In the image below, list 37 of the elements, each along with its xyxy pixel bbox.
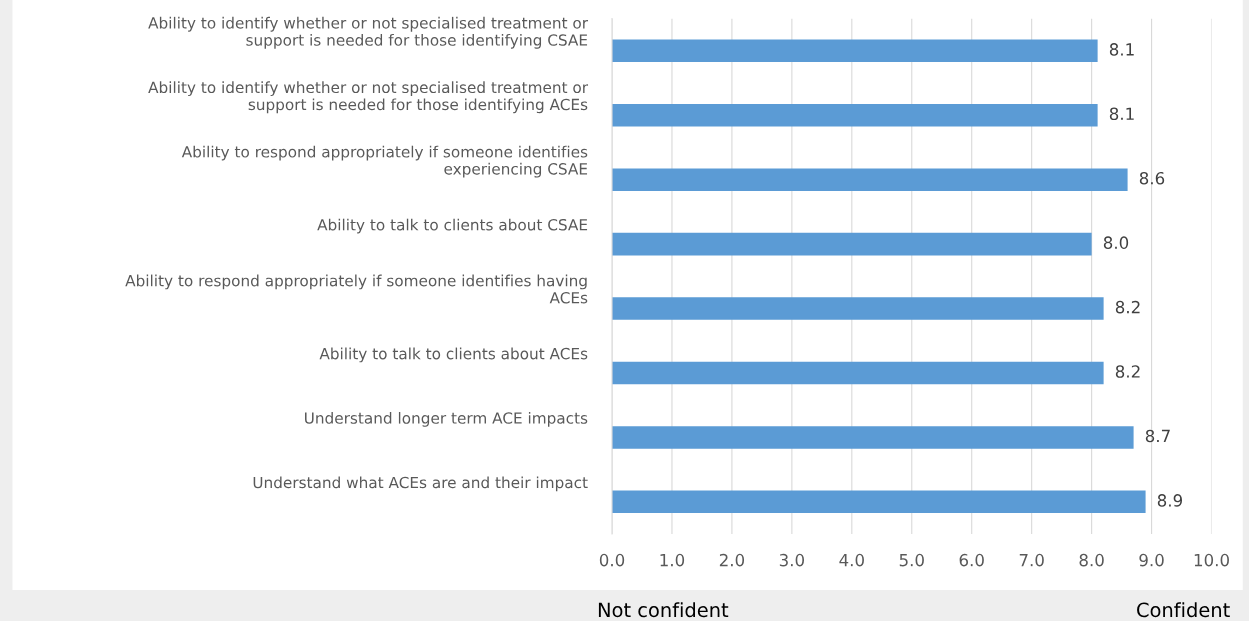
data-label: 8.7 [1145,429,1170,443]
y-tick-label: Ability to identify whether or not specialised treatment or support is needed for those identifying CSAE [148,16,589,49]
data-label: 8.0 [1103,236,1129,249]
y-tick-label: Understand what ACEs are and their impact [253,476,588,492]
bar [612,297,1104,320]
x-tick-label: 5.0 [899,553,924,567]
x-tick-label: 1.0 [660,553,685,567]
text: Not confident [598,602,729,618]
y-tick-label: Ability to talk to clients about CSAE [317,218,588,234]
x-tick-label: 7.0 [1019,553,1044,567]
bar [612,232,1092,256]
bar [612,426,1134,449]
data-label: 8.2 [1115,300,1140,314]
bar [612,168,1128,191]
x-tick-label: 9.0 [1139,553,1164,567]
x-tick-label: 4.0 [839,553,864,567]
x-tick-label: 0.0 [599,553,625,567]
y-tick-label: Understand longer term ACE impacts [305,411,588,427]
bar [612,39,1098,63]
x-tick-label: 2.0 [719,553,745,567]
y-tick-label: Ability to respond appropriately if someone identifies experiencing CSAE [181,145,588,178]
bar [612,104,1098,127]
x-tick-label: 10.0 [1194,553,1229,567]
y-tick-label: Ability to respond appropriately if someone identifies having ACEs [125,274,588,304]
bar [612,361,1104,385]
x-tick-label: 6.0 [959,553,984,567]
data-label: 8.1 [1109,107,1134,121]
x-tick-label: 8.0 [1079,553,1104,567]
y-tick-label: Ability to identify whether or not specialised treatment or support is needed for those identifying ACEs [148,81,589,114]
data-label: 8.6 [1139,171,1165,185]
x-tick-label: 3.0 [779,553,805,567]
bar [612,490,1146,514]
data-label: 8.1 [1109,43,1134,56]
data-label: 8.9 [1157,494,1183,507]
text: Confident [1137,602,1230,618]
y-tick-label: Ability to talk to clients about ACEs [319,347,588,363]
data-label: 8.2 [1115,365,1140,378]
